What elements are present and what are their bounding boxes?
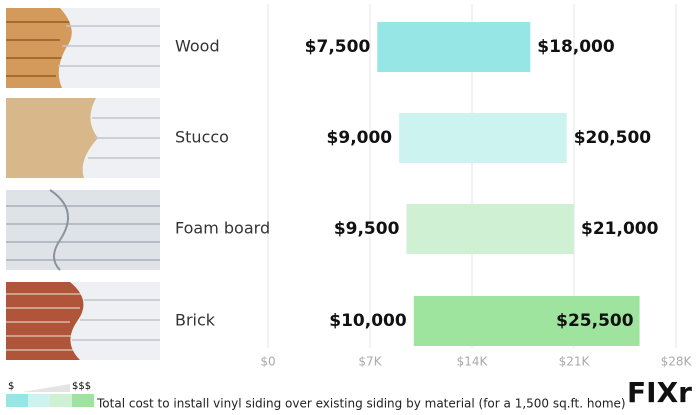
x-tick-label: $7K xyxy=(358,355,382,369)
legend-swatch xyxy=(50,394,72,407)
bar xyxy=(399,113,567,163)
plot: $0 $7K $14K $21K $28K Wood $7,500 $18,000 Stucco… xyxy=(175,4,693,369)
low-label: $7,500 xyxy=(305,37,371,57)
material-images xyxy=(6,8,160,360)
high-label: $21,000 xyxy=(581,219,659,239)
legend: $ $$$ Total cost to install vinyl siding… xyxy=(6,381,626,411)
legend-caption: Total cost to install vinyl siding over … xyxy=(96,397,626,411)
x-tick-label: $28K xyxy=(661,355,693,369)
low-label: $10,000 xyxy=(329,311,407,331)
legend-swatch xyxy=(72,394,94,407)
bar xyxy=(413,296,640,346)
bar xyxy=(377,22,531,72)
legend-swatches xyxy=(6,394,94,407)
high-label: $25,500 xyxy=(556,311,634,331)
x-tick-label: $0 xyxy=(260,355,275,369)
legend-wedge xyxy=(22,384,70,392)
bar xyxy=(406,204,574,254)
high-label: $20,500 xyxy=(574,128,652,148)
x-tick-label: $21K xyxy=(559,355,591,369)
x-tick-label: $14K xyxy=(457,355,489,369)
category-label: Wood xyxy=(175,37,220,56)
high-label: $18,000 xyxy=(537,37,615,57)
logo: FIXr xyxy=(627,376,692,409)
legend-swatch xyxy=(28,394,50,407)
legend-low: $ xyxy=(8,381,14,392)
legend-high: $$$ xyxy=(72,381,91,392)
low-label: $9,500 xyxy=(334,219,400,239)
category-label: Brick xyxy=(175,311,216,330)
legend-swatch xyxy=(6,394,28,407)
category-label: Stucco xyxy=(175,128,229,147)
category-label: Foam board xyxy=(175,219,270,238)
foam-image xyxy=(6,190,160,270)
low-label: $9,000 xyxy=(327,128,393,148)
